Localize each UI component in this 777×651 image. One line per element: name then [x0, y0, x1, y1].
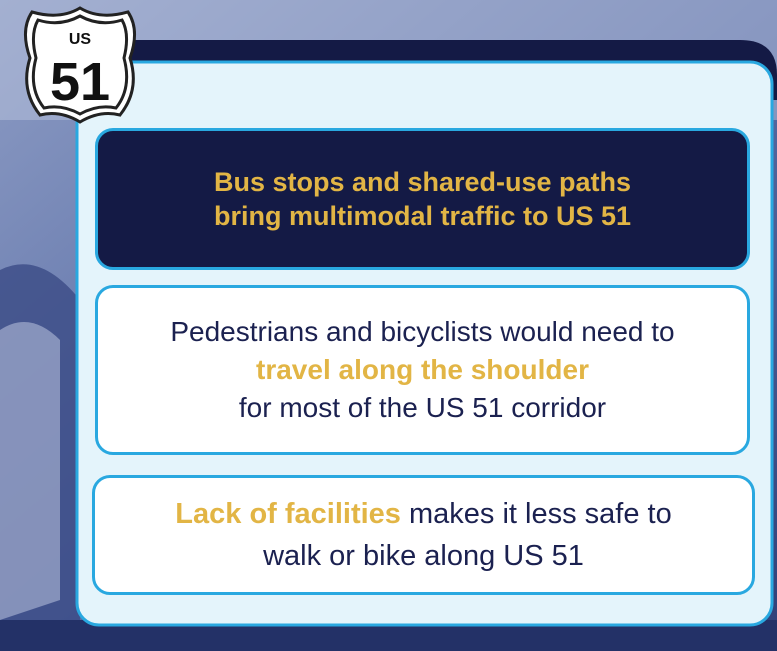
text-line: for most of the US 51 corridor: [98, 389, 747, 427]
headline-line: bring multimodal traffic to US 51: [98, 199, 747, 233]
shield-top: US: [69, 31, 92, 48]
info-box: Lack of facilities makes it less safe to…: [92, 475, 755, 595]
text: makes it less safe to: [409, 498, 672, 530]
text-line: Lack of facilities makes it less safe to: [95, 493, 752, 535]
shield-number: 51: [50, 52, 110, 112]
headline-line: Bus stops and shared-use paths: [98, 165, 747, 199]
info-box: Pedestrians and bicyclists would need to…: [95, 285, 750, 455]
text-line: Pedestrians and bicyclists would need to: [98, 313, 747, 351]
infographic: US 51 Bus stops and shared-use paths bri…: [0, 0, 777, 651]
headline-box: Bus stops and shared-use paths bring mul…: [95, 128, 750, 270]
highlight-line: travel along the shoulder: [98, 351, 747, 389]
highlight: Lack of facilities: [175, 498, 401, 530]
text-line: walk or bike along US 51: [95, 535, 752, 577]
